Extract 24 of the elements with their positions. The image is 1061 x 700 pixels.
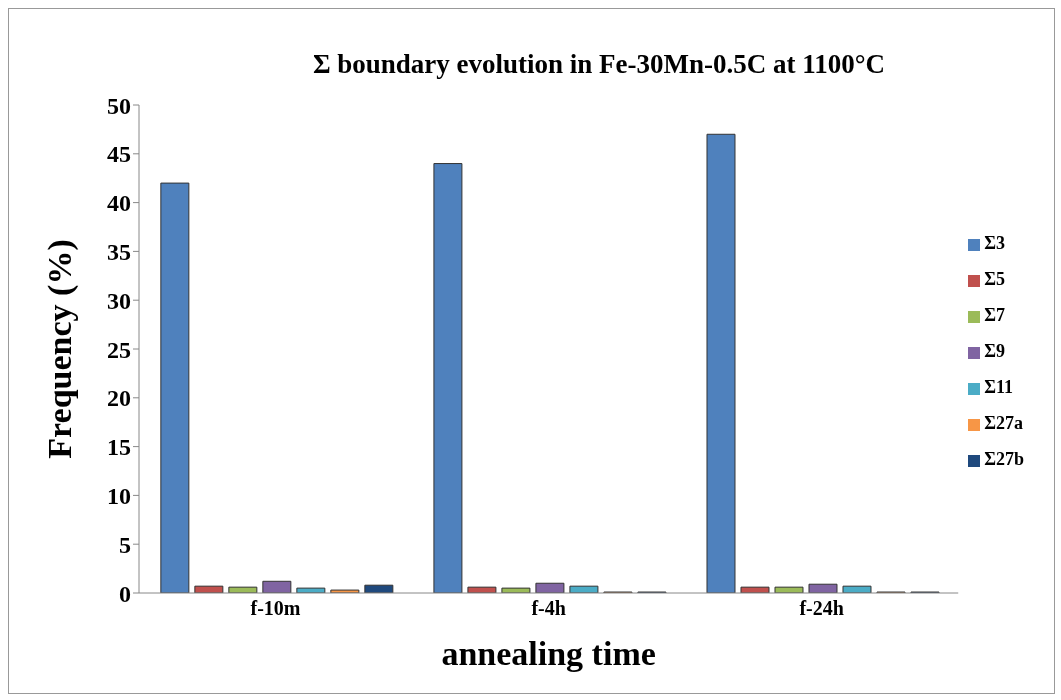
y-tick-label: 50 xyxy=(107,92,131,119)
legend-label: Σ27a xyxy=(984,413,1023,433)
x-axis-title: annealing time xyxy=(441,635,656,672)
y-axis-title: Frequency (%) xyxy=(41,239,80,459)
y-tick-label: 35 xyxy=(107,238,131,265)
y-tick-label: 25 xyxy=(107,336,131,363)
x-tick-label: f-4h xyxy=(531,597,566,620)
legend-label: Σ5 xyxy=(984,269,1005,289)
x-tick-label: f-24h xyxy=(799,597,844,620)
legend-label: Σ9 xyxy=(984,341,1005,361)
legend-label: Σ27b xyxy=(984,449,1024,469)
y-tick-label: 0 xyxy=(119,580,131,607)
x-tick-label: f-10m xyxy=(250,597,301,620)
y-tick-label: 15 xyxy=(107,434,131,461)
y-tick-label: 5 xyxy=(119,531,131,558)
y-tick-label: 45 xyxy=(107,141,131,168)
y-tick-label: 30 xyxy=(107,287,131,314)
legend-label: Σ11 xyxy=(984,377,1013,397)
y-tick-label: 20 xyxy=(107,385,131,412)
y-tick-label: 10 xyxy=(107,482,131,509)
legend-label: Σ3 xyxy=(984,233,1005,253)
chart-title: Σ boundary evolution in Fe-30Mn-0.5C at 1100°C xyxy=(311,49,887,80)
y-tick-label: 40 xyxy=(107,190,131,217)
legend-label: Σ7 xyxy=(984,305,1005,325)
